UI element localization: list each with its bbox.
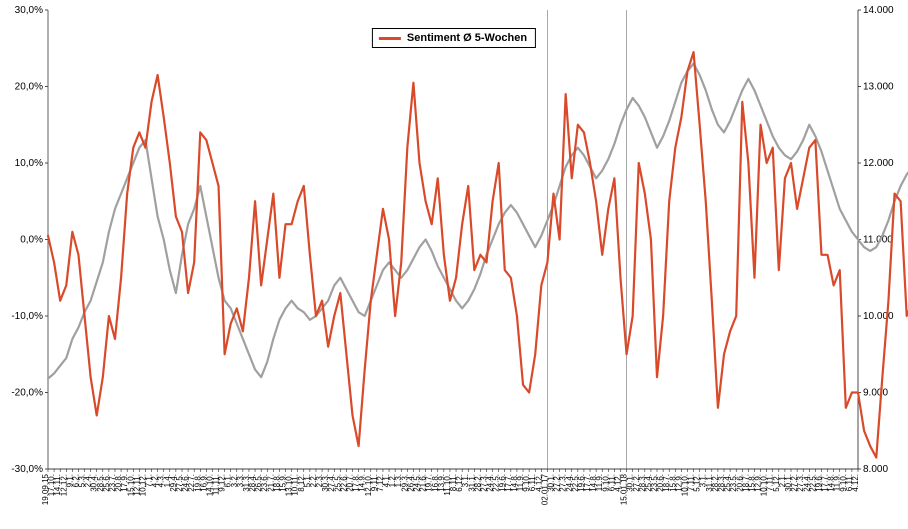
y-left-tick-label: -10,0% (11, 311, 43, 322)
y-right-tick-label: 13.000 (863, 82, 894, 93)
y-right-tick-label: 8.000 (863, 464, 888, 475)
y-right-tick-label: 9.000 (863, 388, 888, 399)
chart-svg: -30,0% -20,0% -10,0% 0,0% 10,0% 20,0% 30,0% 8.0… (0, 0, 908, 529)
y-left-tick-label: -20,0% (11, 388, 43, 399)
sentiment-chart: -30,0% -20,0% -10,0% 0,0% 10,0% 20,0% 30,0% 8.0… (0, 0, 908, 529)
legend: Sentiment Ø 5-Wochen (372, 28, 536, 48)
sentiment-line (48, 52, 908, 457)
y-right-tick-label: 10.000 (863, 311, 894, 322)
legend-label: Sentiment Ø 5-Wochen (407, 32, 527, 44)
y-right-tick-label: 14.000 (863, 5, 894, 16)
y-left-tick-label: -30,0% (11, 464, 43, 475)
y-left-tick-label: 0,0% (20, 235, 43, 246)
x-tick-label: 4.12. (851, 474, 860, 492)
y-right-tick-label: 12.000 (863, 158, 894, 169)
legend-swatch (379, 37, 401, 40)
y-left-tick-label: 10,0% (15, 158, 43, 169)
y-left-tick-label: 20,0% (15, 82, 43, 93)
y-left-tick-label: 30,0% (15, 5, 43, 16)
index-line (48, 41, 908, 379)
